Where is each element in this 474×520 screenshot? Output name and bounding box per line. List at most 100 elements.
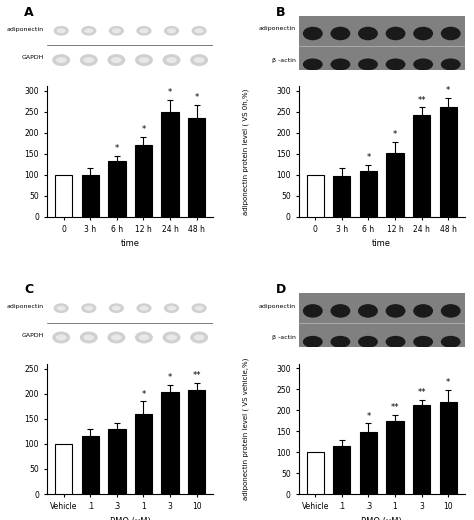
Bar xyxy=(135,414,152,494)
Ellipse shape xyxy=(80,54,98,66)
Bar xyxy=(386,153,404,217)
Ellipse shape xyxy=(112,306,121,310)
Ellipse shape xyxy=(167,306,176,310)
Ellipse shape xyxy=(413,58,433,70)
Ellipse shape xyxy=(80,332,98,343)
Ellipse shape xyxy=(164,26,179,36)
Bar xyxy=(440,402,457,494)
Bar xyxy=(135,145,152,217)
Bar xyxy=(188,118,205,217)
Ellipse shape xyxy=(441,27,461,40)
Ellipse shape xyxy=(167,29,176,33)
Ellipse shape xyxy=(54,303,69,313)
Ellipse shape xyxy=(413,304,433,318)
Bar xyxy=(413,405,430,494)
Bar xyxy=(162,393,179,494)
Text: *: * xyxy=(141,389,146,398)
Ellipse shape xyxy=(139,29,148,33)
Ellipse shape xyxy=(191,303,207,313)
Ellipse shape xyxy=(56,334,66,341)
Bar xyxy=(55,175,72,217)
Text: **: ** xyxy=(418,96,426,105)
Bar xyxy=(55,444,72,494)
Text: B: B xyxy=(276,6,285,19)
Ellipse shape xyxy=(166,334,177,341)
Text: GAPDH: GAPDH xyxy=(22,56,44,60)
Text: adiponectin: adiponectin xyxy=(7,304,44,309)
Ellipse shape xyxy=(84,306,93,310)
Ellipse shape xyxy=(83,57,94,63)
Text: *: * xyxy=(446,378,450,387)
Ellipse shape xyxy=(303,304,323,318)
Text: *: * xyxy=(195,94,199,102)
Ellipse shape xyxy=(108,54,125,66)
Ellipse shape xyxy=(137,26,152,36)
Text: β -actin: β -actin xyxy=(272,335,296,340)
Y-axis label: adiponectin protein level ( VS 0h,%): adiponectin protein level ( VS 0h,%) xyxy=(243,88,249,215)
X-axis label: PMQ (μM): PMQ (μM) xyxy=(110,517,151,520)
Ellipse shape xyxy=(330,27,350,40)
Ellipse shape xyxy=(358,304,378,318)
Ellipse shape xyxy=(386,58,405,70)
Text: β -actin: β -actin xyxy=(272,58,296,62)
Ellipse shape xyxy=(135,54,153,66)
Ellipse shape xyxy=(109,303,124,313)
Ellipse shape xyxy=(112,29,121,33)
Ellipse shape xyxy=(358,58,378,70)
X-axis label: time: time xyxy=(121,240,140,249)
Text: **: ** xyxy=(391,403,399,412)
Ellipse shape xyxy=(56,57,66,63)
Text: adiponectin: adiponectin xyxy=(7,27,44,32)
Ellipse shape xyxy=(358,27,378,40)
Ellipse shape xyxy=(194,334,204,341)
Text: adiponectin: adiponectin xyxy=(258,26,296,31)
X-axis label: time: time xyxy=(372,240,391,249)
Ellipse shape xyxy=(83,334,94,341)
Ellipse shape xyxy=(137,303,152,313)
Bar xyxy=(333,446,350,494)
Ellipse shape xyxy=(164,303,179,313)
Ellipse shape xyxy=(195,306,204,310)
Ellipse shape xyxy=(163,332,181,343)
Text: D: D xyxy=(276,283,286,296)
Ellipse shape xyxy=(166,57,177,63)
Ellipse shape xyxy=(111,57,122,63)
Bar xyxy=(440,108,457,217)
Ellipse shape xyxy=(303,58,323,70)
Ellipse shape xyxy=(191,26,207,36)
Text: *: * xyxy=(366,153,371,162)
Ellipse shape xyxy=(413,336,433,348)
Text: GAPDH: GAPDH xyxy=(22,333,44,338)
Text: *: * xyxy=(168,88,172,97)
Ellipse shape xyxy=(138,57,149,63)
Text: adiponectin: adiponectin xyxy=(258,304,296,308)
Bar xyxy=(413,115,430,217)
Bar xyxy=(307,175,324,217)
Bar xyxy=(108,429,126,494)
Ellipse shape xyxy=(194,57,204,63)
Ellipse shape xyxy=(111,334,122,341)
Bar xyxy=(333,176,350,217)
Text: *: * xyxy=(366,412,371,421)
Ellipse shape xyxy=(386,304,405,318)
Ellipse shape xyxy=(441,336,461,348)
Text: *: * xyxy=(446,86,450,95)
Y-axis label: adiponectin protein level ( VS vehicle,%): adiponectin protein level ( VS vehicle,%… xyxy=(243,358,249,500)
Ellipse shape xyxy=(56,29,66,33)
Text: *: * xyxy=(393,131,397,139)
Bar xyxy=(162,112,179,217)
Ellipse shape xyxy=(109,26,124,36)
Ellipse shape xyxy=(56,306,66,310)
Text: **: ** xyxy=(192,371,201,381)
Ellipse shape xyxy=(303,27,323,40)
Ellipse shape xyxy=(413,27,433,40)
Bar xyxy=(307,452,324,494)
Bar xyxy=(108,161,126,217)
Ellipse shape xyxy=(303,336,323,348)
Ellipse shape xyxy=(195,29,204,33)
Ellipse shape xyxy=(135,332,153,343)
Ellipse shape xyxy=(108,332,125,343)
Bar xyxy=(82,175,99,217)
Ellipse shape xyxy=(190,54,208,66)
Bar xyxy=(360,432,377,494)
